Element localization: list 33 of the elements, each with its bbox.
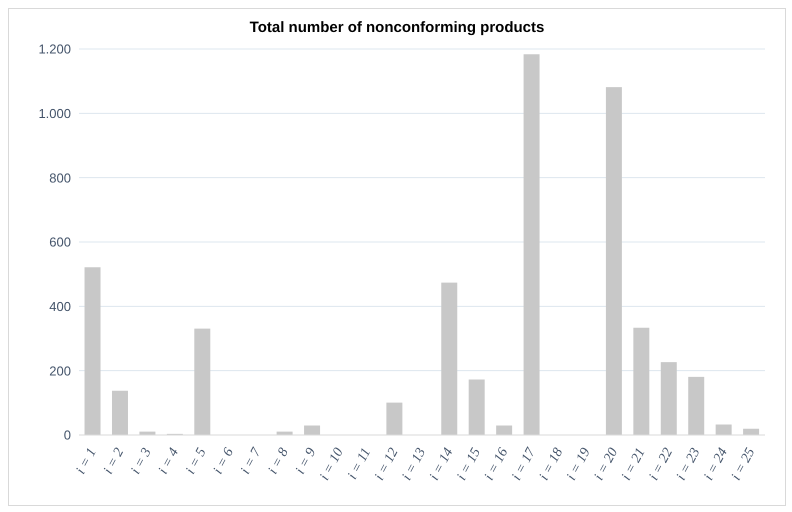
x-tick-label: i = 2 [101, 446, 128, 477]
x-tick-label: i = 20 [592, 446, 622, 484]
x-tick-label: i = 1 [74, 446, 100, 477]
y-tick-label: 200 [49, 363, 71, 378]
x-tick-label: i = 10 [317, 446, 347, 484]
y-tick-label: 600 [49, 234, 71, 250]
x-tick-label: i = 13 [400, 446, 430, 484]
y-tick-label: 400 [49, 298, 71, 314]
y-tick-label: 0 [64, 428, 71, 443]
x-tick-label: i = 16 [482, 446, 512, 484]
y-tick-label: 1.000 [38, 106, 71, 121]
x-tick-label: i = 19 [564, 446, 594, 484]
x-tick-label: i = 14 [427, 446, 457, 484]
x-tick-label: i = 24 [702, 446, 731, 484]
x-tick-label: i = 12 [372, 446, 402, 484]
chart-title: Total number of nonconforming products [248, 19, 546, 36]
x-tick-label: i = 21 [619, 446, 649, 484]
x-tick-label: i = 5 [183, 446, 210, 477]
x-tick-label: i = 15 [454, 446, 484, 484]
y-tick-label: 1.200 [38, 42, 71, 57]
x-tick-label: i = 4 [156, 446, 182, 477]
x-tick-label: i = 6 [210, 446, 237, 477]
x-tick-label: i = 8 [266, 446, 292, 477]
x-tick-label: i = 23 [674, 446, 704, 484]
x-tick-label: i = 17 [509, 444, 540, 484]
x-tick-label: i = 3 [128, 446, 155, 477]
x-tick-label: i = 11 [345, 446, 374, 482]
x-tick-label: i = 9 [293, 446, 320, 477]
x-tick-label: i = 7 [238, 444, 265, 477]
y-tick-label: 800 [49, 170, 71, 186]
x-tick-label: i = 25 [728, 446, 758, 484]
x-tick-label: i = 18 [536, 446, 566, 484]
x-tick-label: i = 22 [646, 446, 676, 484]
